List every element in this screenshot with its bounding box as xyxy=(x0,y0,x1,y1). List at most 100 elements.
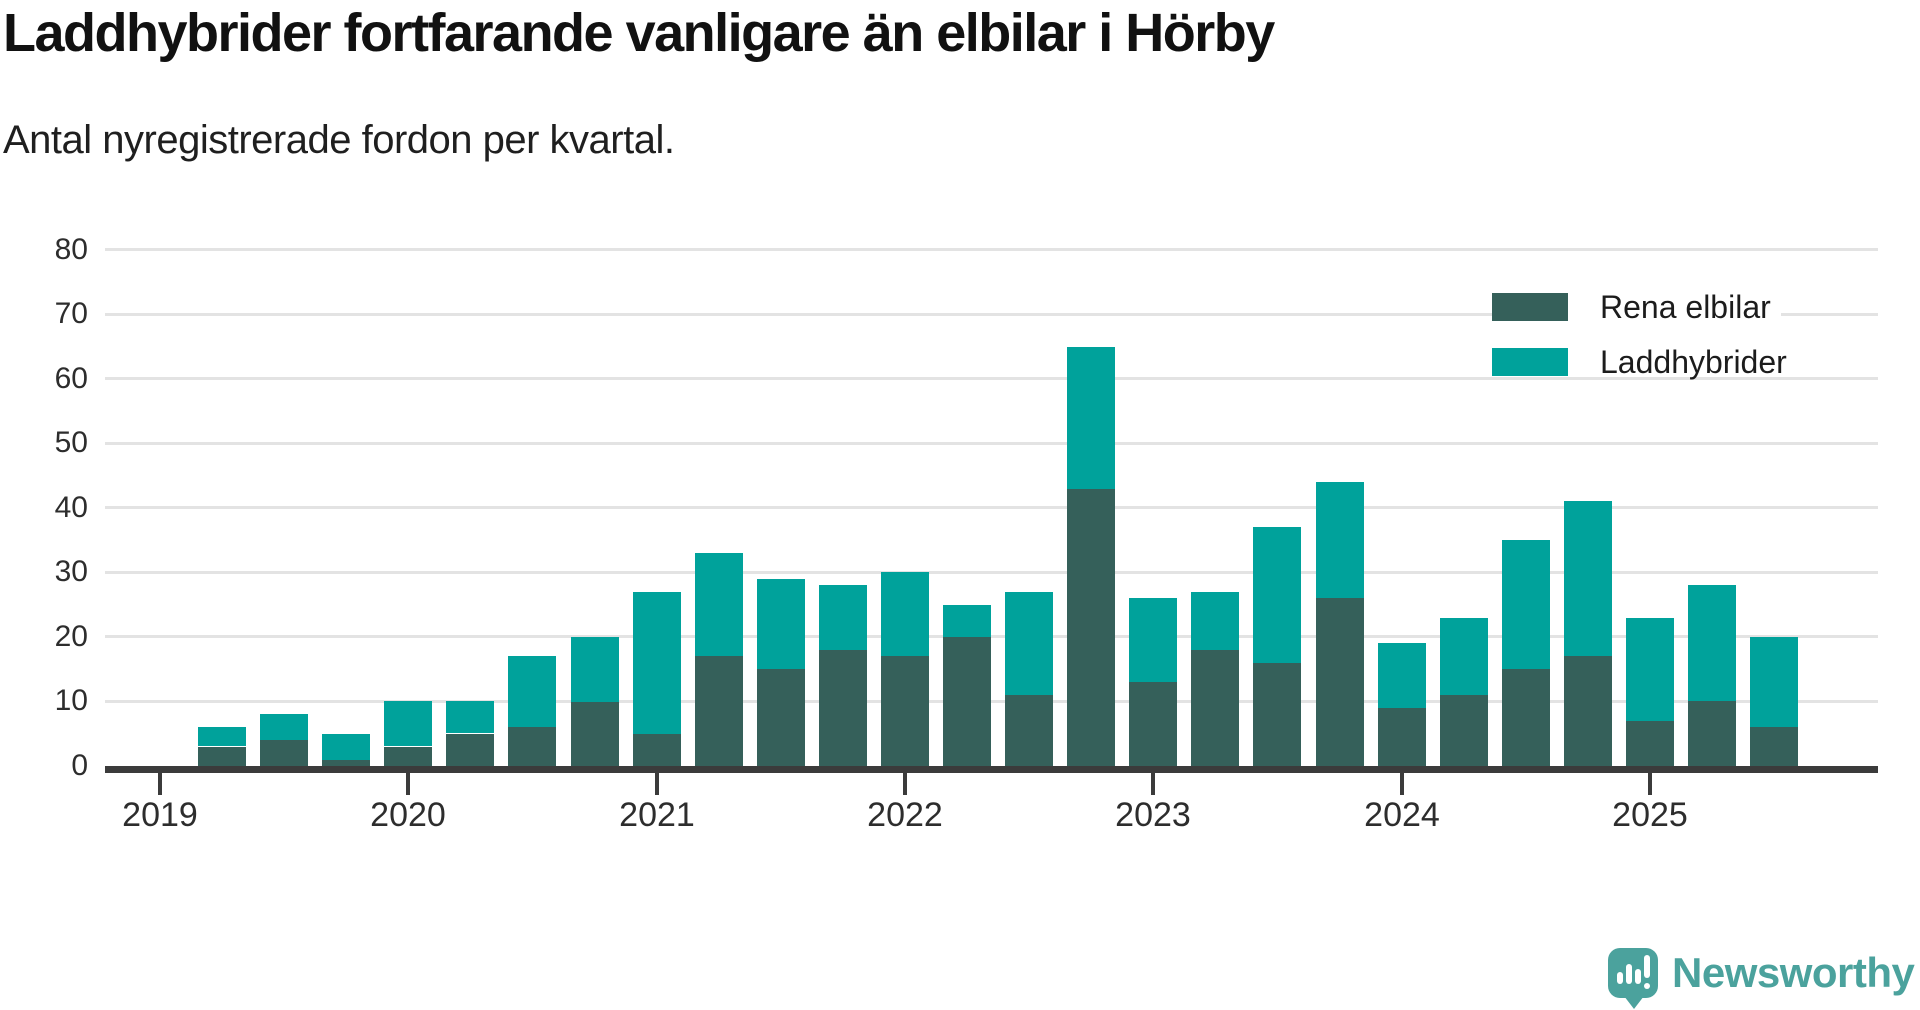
bar-segment-rena-elbilar xyxy=(1502,669,1550,766)
logo-exclamation-dot-icon xyxy=(1644,983,1650,989)
bar-segment-laddhybrider xyxy=(1502,540,1550,669)
bar-segment-laddhybrider xyxy=(1005,592,1053,695)
newsworthy-wordmark: Newsworthy xyxy=(1672,949,1915,996)
x-axis-tick-2021 xyxy=(655,773,659,795)
bar-segment-laddhybrider xyxy=(819,585,867,650)
x-axis-tick-2025 xyxy=(1648,773,1652,795)
x-axis-tick-2020 xyxy=(406,773,410,795)
x-axis-year-label-2025: 2025 xyxy=(1612,796,1688,834)
y-axis-label-50: 50 xyxy=(54,426,88,459)
bar-segment-laddhybrider xyxy=(1750,637,1798,727)
bar-segment-rena-elbilar xyxy=(322,760,370,766)
bar-segment-laddhybrider xyxy=(757,579,805,669)
x-axis-year-label-2024: 2024 xyxy=(1364,796,1440,834)
legend-label: Rena elbilar xyxy=(1600,289,1771,325)
bar-segment-rena-elbilar xyxy=(757,669,805,766)
bar-segment-rena-elbilar xyxy=(260,740,308,766)
x-axis-year-label-2020: 2020 xyxy=(370,796,446,834)
y-axis-label-20: 20 xyxy=(54,620,88,653)
legend-swatch xyxy=(1492,293,1568,321)
y-axis-label-0: 0 xyxy=(71,749,88,782)
y-axis-label-70: 70 xyxy=(54,297,88,330)
logo-bar-icon xyxy=(1626,964,1632,984)
bar-segment-rena-elbilar xyxy=(384,747,432,766)
bar-segment-rena-elbilar xyxy=(1564,656,1612,766)
bar-segment-laddhybrider xyxy=(322,734,370,760)
bar-segment-rena-elbilar xyxy=(1440,695,1488,766)
y-axis-label-30: 30 xyxy=(54,555,88,588)
bar-segment-rena-elbilar xyxy=(943,637,991,766)
bar-segment-laddhybrider xyxy=(384,701,432,746)
bar-segment-laddhybrider xyxy=(881,572,929,656)
logo-bar-icon xyxy=(1635,969,1641,984)
bar-segment-laddhybrider xyxy=(1440,618,1488,695)
bar-segment-rena-elbilar xyxy=(695,656,743,766)
gridline-80 xyxy=(105,248,1878,251)
gridline-70 xyxy=(105,313,1878,316)
x-axis-year-label-2021: 2021 xyxy=(619,796,695,834)
bar-segment-laddhybrider xyxy=(446,701,494,733)
bar-segment-rena-elbilar xyxy=(633,734,681,766)
bar-segment-laddhybrider xyxy=(1191,592,1239,650)
x-axis-tick-2023 xyxy=(1151,773,1155,795)
bar-segment-rena-elbilar xyxy=(1253,663,1301,766)
y-axis-label-80: 80 xyxy=(54,233,88,266)
bar-segment-laddhybrider xyxy=(1253,527,1301,663)
chart-title: Laddhybrider fortfarande vanligare än el… xyxy=(3,3,1275,63)
gridline-50 xyxy=(105,442,1878,445)
bar-segment-rena-elbilar xyxy=(508,727,556,766)
y-axis-label-10: 10 xyxy=(54,684,88,717)
bar-segment-laddhybrider xyxy=(1688,585,1736,701)
legend-swatch xyxy=(1492,348,1568,376)
bar-segment-rena-elbilar xyxy=(1378,708,1426,766)
x-axis-tick-2019 xyxy=(158,773,162,795)
x-axis-year-label-2022: 2022 xyxy=(867,796,943,834)
bar-segment-laddhybrider xyxy=(943,605,991,637)
gridline-60 xyxy=(105,377,1878,380)
chart-subtitle: Antal nyregistrerade fordon per kvartal. xyxy=(3,118,675,162)
bar-segment-laddhybrider xyxy=(1316,482,1364,598)
bar-segment-rena-elbilar xyxy=(571,701,619,766)
bar-segment-laddhybrider xyxy=(508,656,556,727)
bar-segment-rena-elbilar xyxy=(1316,598,1364,766)
bar-segment-laddhybrider xyxy=(1378,643,1426,708)
legend-label: Laddhybrider xyxy=(1600,344,1787,380)
x-axis-year-label-2019: 2019 xyxy=(122,796,198,834)
legend-row-laddhybrider: Laddhybrider xyxy=(1492,344,1797,380)
newsworthy-logo: Newsworthy xyxy=(1608,948,1915,1009)
x-axis-year-label-2023: 2023 xyxy=(1115,796,1191,834)
bar-segment-laddhybrider xyxy=(695,553,743,656)
logo-exclamation-icon xyxy=(1644,955,1650,978)
legend-row-rena-elbilar: Rena elbilar xyxy=(1492,289,1781,325)
bar-segment-rena-elbilar xyxy=(446,734,494,766)
newsworthy-logo-icon xyxy=(1608,948,1658,1009)
gridline-10 xyxy=(105,700,1878,703)
gridline-20 xyxy=(105,635,1878,638)
x-axis-line xyxy=(105,766,1878,773)
bar-segment-laddhybrider xyxy=(1129,598,1177,682)
y-axis-label-60: 60 xyxy=(54,362,88,395)
bar-segment-laddhybrider xyxy=(1564,501,1612,656)
bar-segment-laddhybrider xyxy=(1626,618,1674,721)
bar-segment-laddhybrider xyxy=(571,637,619,702)
bar-segment-rena-elbilar xyxy=(1626,721,1674,766)
x-axis-tick-2024 xyxy=(1400,773,1404,795)
bar-segment-rena-elbilar xyxy=(1688,701,1736,766)
logo-bar-icon xyxy=(1617,972,1623,984)
bar-segment-rena-elbilar xyxy=(1005,695,1053,766)
bar-segment-rena-elbilar xyxy=(1067,489,1115,766)
x-axis-tick-2022 xyxy=(903,773,907,795)
bar-segment-rena-elbilar xyxy=(1750,727,1798,766)
bar-segment-laddhybrider xyxy=(260,714,308,740)
bar-segment-rena-elbilar xyxy=(198,747,246,766)
bar-segment-laddhybrider xyxy=(1067,347,1115,489)
bar-segment-rena-elbilar xyxy=(1129,682,1177,766)
bar-segment-laddhybrider xyxy=(633,592,681,734)
bar-segment-rena-elbilar xyxy=(881,656,929,766)
y-axis-label-40: 40 xyxy=(54,491,88,524)
gridline-40 xyxy=(105,506,1878,509)
bar-segment-laddhybrider xyxy=(198,727,246,746)
gridline-30 xyxy=(105,571,1878,574)
bar-segment-rena-elbilar xyxy=(819,650,867,766)
